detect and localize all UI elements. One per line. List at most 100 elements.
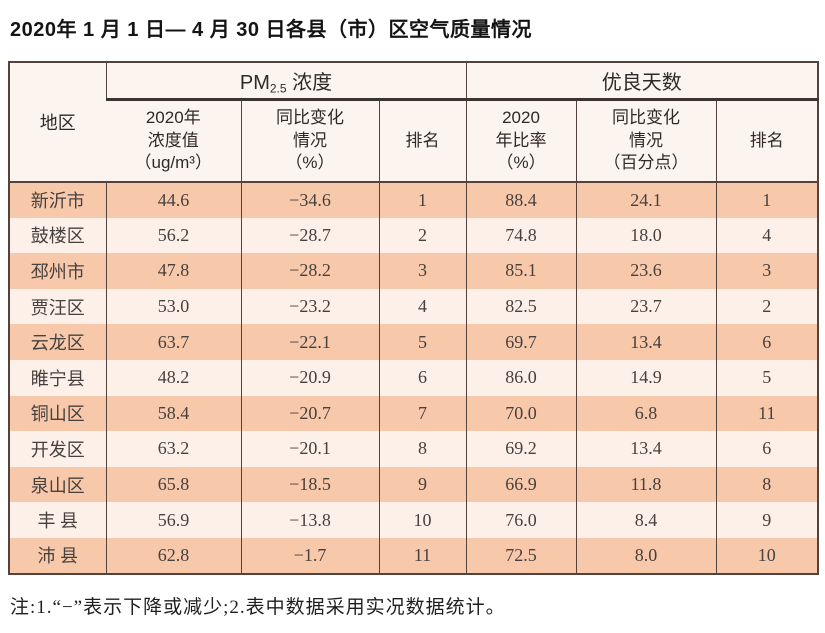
- gooddays-rate-cell: 69.2: [465, 431, 577, 467]
- column-header-pm25-value: 2020年 浓度值 （ug/m³）: [106, 99, 241, 183]
- region-cell: 鼓楼区: [30, 226, 85, 247]
- gooddays-rate-cell: 74.8: [465, 217, 577, 254]
- gooddays-rank-cell: 9: [715, 502, 819, 538]
- gooddays-change-cell: 6.8: [575, 395, 717, 432]
- pm25-change-cell: −13.8: [240, 502, 379, 538]
- gooddays-rate-cell: 72.5: [465, 537, 577, 574]
- table-row: 沛 县 62.8 −1.7 11 72.5 8.0 10: [9, 537, 819, 574]
- table-row: 云龙区 63.7 −22.1 5 69.7 13.4 6: [9, 324, 819, 360]
- pm25-value-cell: 58.4: [105, 395, 241, 432]
- column-header-gooddays-rank: 排名: [715, 99, 819, 183]
- region-cell: 邳州市: [30, 261, 85, 282]
- table-row: 新沂市 44.6 −34.6 1 88.4 24.1 1: [9, 182, 819, 218]
- table-row: 贾汪区 53.0 −23.2 4 82.5 23.7 2: [9, 288, 819, 325]
- pm25-rank-cell: 4: [378, 288, 467, 325]
- table-row: 邳州市 47.8 −28.2 3 85.1 23.6 3: [9, 253, 819, 289]
- pm25-value-cell: 63.2: [105, 431, 241, 467]
- group-header-pm25: PM2.5 浓度: [105, 62, 467, 101]
- pm25-label-subscript: 2.5: [269, 80, 287, 95]
- group-header-good-days: 优良天数: [465, 62, 819, 101]
- table-header: 地区 PM2.5 浓度 优良天数 2020年 浓度值 （ug/m³） 同比变化 …: [9, 62, 819, 183]
- gooddays-rate-cell: 69.7: [465, 324, 577, 360]
- gooddays-change-cell: 13.4: [575, 431, 717, 467]
- gooddays-rank-cell: 4: [715, 217, 819, 254]
- group-header-row: 地区 PM2.5 浓度 优良天数: [9, 62, 819, 183]
- footnote: 注:1.“−”表示下降或减少;2.表中数据采用实况数据统计。: [10, 596, 506, 618]
- pm25-rank-cell: 5: [378, 324, 467, 360]
- pm25-value-cell: 44.6: [105, 182, 241, 218]
- pm25-value-cell: 62.8: [105, 537, 241, 574]
- gooddays-rank-cell: 2: [715, 288, 819, 325]
- air-quality-table: 地区 PM2.5 浓度 优良天数 2020年 浓度值 （ug/m³） 同比变化 …: [8, 61, 820, 575]
- table-row: 泉山区 65.8 −18.5 9 66.9 11.8 8: [9, 466, 819, 503]
- pm25-label-prefix: PM: [239, 71, 270, 94]
- gooddays-change-cell: 18.0: [575, 217, 717, 254]
- gooddays-rate-cell: 70.0: [465, 395, 577, 432]
- table-row: 睢宁县 48.2 −20.9 6 86.0 14.9 5: [9, 359, 819, 396]
- gooddays-rank-cell: 1: [715, 182, 819, 218]
- region-cell: 开发区: [30, 439, 85, 460]
- sub-header-row: 2020年 浓度值 （ug/m³） 同比变化 情况 （%） 排名 2020 年比…: [9, 99, 819, 183]
- pm25-value-cell: 56.9: [105, 502, 241, 538]
- pm25-rank-cell: 3: [378, 253, 467, 289]
- gooddays-rank-cell: 3: [715, 253, 819, 289]
- pm25-change-cell: −20.9: [240, 359, 379, 396]
- pm25-change-cell: −20.1: [240, 431, 379, 467]
- pm25-rank-cell: 1: [378, 182, 467, 218]
- gooddays-rank-cell: 8: [715, 466, 819, 503]
- pm25-change-cell: −22.1: [240, 324, 379, 360]
- gooddays-rank-cell: 10: [715, 537, 819, 574]
- table-row: 铜山区 58.4 −20.7 7 70.0 6.8 11: [9, 395, 819, 432]
- gooddays-change-cell: 14.9: [575, 359, 717, 396]
- gooddays-rate-cell: 86.0: [465, 359, 577, 396]
- pm25-rank-cell: 11: [378, 537, 467, 574]
- pm25-value-cell: 48.2: [105, 359, 241, 396]
- pm25-rank-cell: 8: [378, 431, 467, 467]
- pm25-value-cell: 47.8: [105, 253, 241, 289]
- pm25-rank-cell: 7: [378, 395, 467, 432]
- gooddays-change-cell: 11.8: [575, 466, 717, 503]
- gooddays-rank-cell: 5: [715, 359, 819, 396]
- gooddays-rank-cell: 6: [715, 324, 819, 360]
- table-row: 开发区 63.2 −20.1 8 69.2 13.4 6: [9, 431, 819, 467]
- pm25-change-cell: −28.7: [240, 217, 379, 254]
- region-cell: 铜山区: [30, 404, 85, 425]
- table-row: 丰 县 56.9 −13.8 10 76.0 8.4 9: [9, 502, 819, 538]
- gooddays-rate-cell: 88.4: [465, 182, 577, 218]
- gooddays-rate-cell: 85.1: [465, 253, 577, 289]
- pm25-value-cell: 65.8: [105, 466, 241, 503]
- page: 2020年 1 月 1 日— 4 月 30 日各县（市）区空气质量情况 地区 P…: [0, 13, 825, 633]
- gooddays-rank-cell: 11: [715, 395, 819, 432]
- region-cell: 泉山区: [30, 475, 85, 496]
- region-cell: 丰 县: [37, 511, 79, 532]
- table-body: 新沂市 44.6 −34.6 1 88.4 24.1 1 鼓楼区 56.2 −2…: [9, 182, 819, 574]
- pm25-value-cell: 53.0: [105, 288, 241, 325]
- column-header-pm25-change: 同比变化 情况 （%）: [240, 99, 379, 183]
- column-header-region: 地区: [9, 62, 106, 183]
- gooddays-rate-cell: 66.9: [465, 466, 577, 503]
- pm25-rank-cell: 6: [378, 359, 467, 396]
- gooddays-rank-cell: 6: [715, 431, 819, 467]
- gooddays-rate-cell: 76.0: [465, 502, 577, 538]
- pm25-rank-cell: 9: [378, 466, 467, 503]
- pm25-change-cell: −20.7: [240, 395, 379, 432]
- gooddays-rate-cell: 82.5: [465, 288, 577, 325]
- region-cell: 睢宁县: [30, 368, 85, 389]
- table-row: 鼓楼区 56.2 −28.7 2 74.8 18.0 4: [9, 217, 819, 254]
- gooddays-change-cell: 13.4: [575, 324, 717, 360]
- pm25-change-cell: −28.2: [240, 253, 379, 289]
- pm25-change-cell: −18.5: [240, 466, 379, 503]
- pm25-change-cell: −34.6: [240, 182, 379, 218]
- region-cell: 沛 县: [37, 546, 79, 567]
- region-cell: 新沂市: [30, 191, 85, 212]
- gooddays-change-cell: 23.6: [575, 253, 717, 289]
- gooddays-change-cell: 8.4: [575, 502, 717, 538]
- gooddays-change-cell: 23.7: [575, 288, 717, 325]
- column-header-gooddays-rate: 2020 年比率 （%）: [465, 99, 577, 183]
- gooddays-change-cell: 8.0: [575, 537, 717, 574]
- pm25-change-cell: −23.2: [240, 288, 379, 325]
- gooddays-change-cell: 24.1: [575, 182, 717, 218]
- column-header-gooddays-change: 同比变化 情况 （百分点）: [575, 99, 717, 183]
- page-title: 2020年 1 月 1 日— 4 月 30 日各县（市）区空气质量情况: [10, 19, 533, 41]
- pm25-rank-cell: 10: [378, 502, 467, 538]
